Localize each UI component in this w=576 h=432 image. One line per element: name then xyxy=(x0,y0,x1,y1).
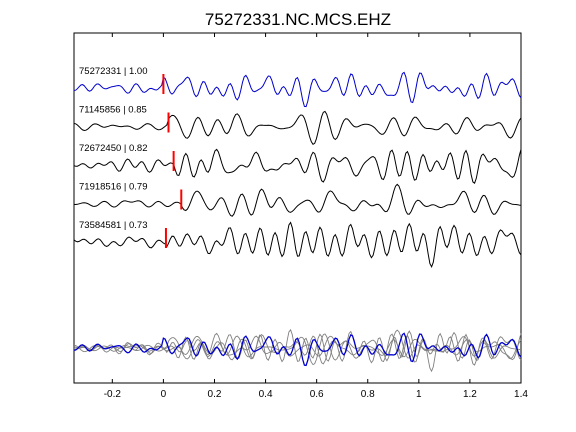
x-tick-label: -0.2 xyxy=(104,389,122,400)
overlay-trace xyxy=(73,328,522,373)
trace-label: 71918516 | 0.79 xyxy=(79,182,148,193)
plot-frame xyxy=(73,32,522,384)
x-tick-label: 0 xyxy=(161,389,167,400)
trace-line xyxy=(73,110,522,145)
trace-stack: 75272331 | 1.00 71145856 | 0.85 72672450 |… xyxy=(73,66,522,269)
x-tick-label: 1.4 xyxy=(514,389,528,400)
trace-label: 73584581 | 0.73 xyxy=(79,220,148,231)
x-tick-label: 1 xyxy=(416,389,422,400)
x-tick-label: 1.2 xyxy=(463,389,477,400)
trace-line xyxy=(73,148,522,185)
trace-line xyxy=(73,221,522,269)
x-tick-label: 0.6 xyxy=(310,389,324,400)
x-axis: -0.2 0 0.2 0.4 0.6 0.8 1 1.2 1.4 xyxy=(104,33,528,400)
x-tick-label: 0.2 xyxy=(208,389,222,400)
overlay-trace xyxy=(73,332,522,366)
chart-title: 75272331.NC.MCS.EHZ xyxy=(205,10,391,29)
x-tick-label: 0.4 xyxy=(259,389,273,400)
trace-label: 75272331 | 1.00 xyxy=(79,66,148,77)
trace-line xyxy=(73,183,522,217)
trace-label: 71145856 | 0.85 xyxy=(79,105,147,116)
overlay-traces xyxy=(73,328,522,373)
x-tick-label: 0.8 xyxy=(361,389,375,400)
trace-line xyxy=(73,71,522,108)
overlay-reference-trace xyxy=(73,332,522,367)
overlay-trace xyxy=(73,333,522,366)
trace-label: 72672450 | 0.82 xyxy=(79,143,148,154)
overlay-trace xyxy=(73,329,522,361)
